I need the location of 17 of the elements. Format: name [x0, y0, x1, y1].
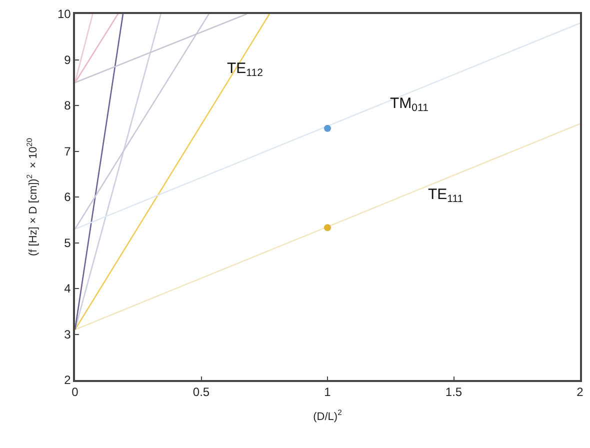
x-tick-label: 1: [324, 385, 332, 400]
annotation: TM$_{011}$: [390, 95, 429, 114]
x-axis-title: (D/L)$^{2}$: [313, 408, 342, 423]
y-tick-label: 9: [64, 52, 72, 67]
y-tick-label: 4: [64, 282, 72, 296]
y-tick-label: 2: [64, 373, 72, 388]
x-tick-label: 2: [576, 385, 584, 400]
y-tick-label: 10: [57, 7, 72, 22]
y-tick-label: 6: [64, 190, 72, 204]
annotation: TE$_{111}$: [428, 186, 464, 206]
y-tick-label: 3: [64, 327, 72, 342]
y-tick-label: 5: [64, 236, 72, 250]
y-tick-label: 7: [64, 144, 72, 158]
x-tick-label: 1.5: [445, 385, 462, 400]
x-tick-label: 0: [72, 385, 79, 400]
y-tick-label: 8: [64, 98, 72, 113]
x-tick-label: 0.5: [192, 385, 210, 400]
